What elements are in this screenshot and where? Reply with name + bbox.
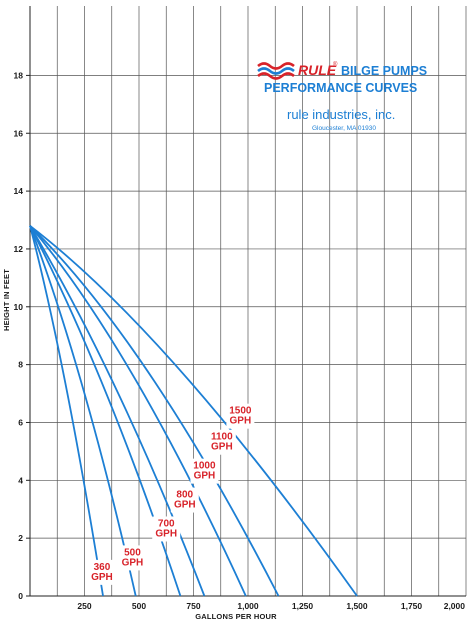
x-tick-label: 250 <box>77 601 91 611</box>
chart-grid <box>30 6 467 596</box>
chart-axes: 0 2 4 6 8 10 12 14 16 18 250 500 750 1,000 1,250 1,500 1… <box>14 6 466 611</box>
brand-block: RULE ® BILGE PUMPS PERFORMANCE CURVES ru… <box>257 61 427 132</box>
y-tick-label: 2 <box>18 533 23 543</box>
curve-labels: 360GPH500GPH700GPH800GPH1000GPH1100GPH15… <box>87 403 255 585</box>
y-tick-label: 4 <box>18 475 23 485</box>
curve-label-line: GPH <box>194 471 216 482</box>
y-tick-label: 12 <box>14 244 24 254</box>
rule-logo-icon <box>257 62 295 80</box>
curve-label-line: 1500 <box>229 406 252 417</box>
brand-name: RULE <box>298 62 337 78</box>
curve-label-line: GPH <box>122 557 144 568</box>
x-tick-label: 750 <box>186 601 200 611</box>
y-tick-label: 10 <box>14 302 24 312</box>
pump-curve-800 <box>29 225 206 597</box>
y-tick-label: 6 <box>18 417 23 427</box>
x-tick-label: 1,000 <box>237 601 259 611</box>
registered-mark: ® <box>333 61 338 68</box>
curve-label-line: 800 <box>176 490 193 501</box>
brand-title-line1: BILGE PUMPS <box>341 64 427 78</box>
x-tick-label: 1,250 <box>292 601 314 611</box>
pump-curve-1000 <box>29 225 247 597</box>
curve-label-line: 500 <box>124 547 141 558</box>
y-tick-label: 16 <box>14 128 24 138</box>
brand-title-line2: PERFORMANCE CURVES <box>264 81 417 95</box>
pump-curve-500 <box>29 225 137 597</box>
pump-curve-1500 <box>29 225 358 597</box>
label-backing <box>207 429 236 455</box>
curve-label-line: GPH <box>91 572 113 583</box>
company-name: rule industries, inc. <box>287 107 395 122</box>
pump-curve-1100 <box>29 225 280 597</box>
y-tick-label: 18 <box>14 70 24 80</box>
label-backing <box>190 458 219 484</box>
x-tick-label: 1,750 <box>401 601 423 611</box>
curve-label-line: 360 <box>94 562 111 573</box>
label-backing <box>87 559 116 585</box>
curve-label-line: 1000 <box>193 461 216 472</box>
curve-label-line: GPH <box>230 416 252 427</box>
x-tick-label: 1,500 <box>346 601 368 611</box>
company-address: Gloucester, MA 01930 <box>312 125 376 132</box>
y-axis-title: HEIGHT IN FEET <box>2 269 11 331</box>
pump-curve-360 <box>29 225 104 597</box>
label-backing <box>170 487 199 513</box>
x-axis-title: GALLONS PER HOUR <box>195 612 277 621</box>
y-tick-label: 0 <box>18 591 23 601</box>
y-tick-label: 8 <box>18 360 23 370</box>
pump-curves <box>29 225 358 597</box>
curve-label-line: GPH <box>174 500 196 511</box>
label-backing <box>226 403 255 429</box>
curve-label-line: 700 <box>158 518 175 529</box>
label-backing <box>152 516 181 542</box>
curve-label-line: 1100 <box>211 432 233 443</box>
label-backing <box>118 545 147 571</box>
x-tick-label: 2,000 <box>444 601 466 611</box>
y-tick-label: 14 <box>14 186 24 196</box>
curve-label-line: GPH <box>211 442 233 453</box>
x-tick-label: 500 <box>132 601 146 611</box>
curve-label-line: GPH <box>155 528 177 539</box>
